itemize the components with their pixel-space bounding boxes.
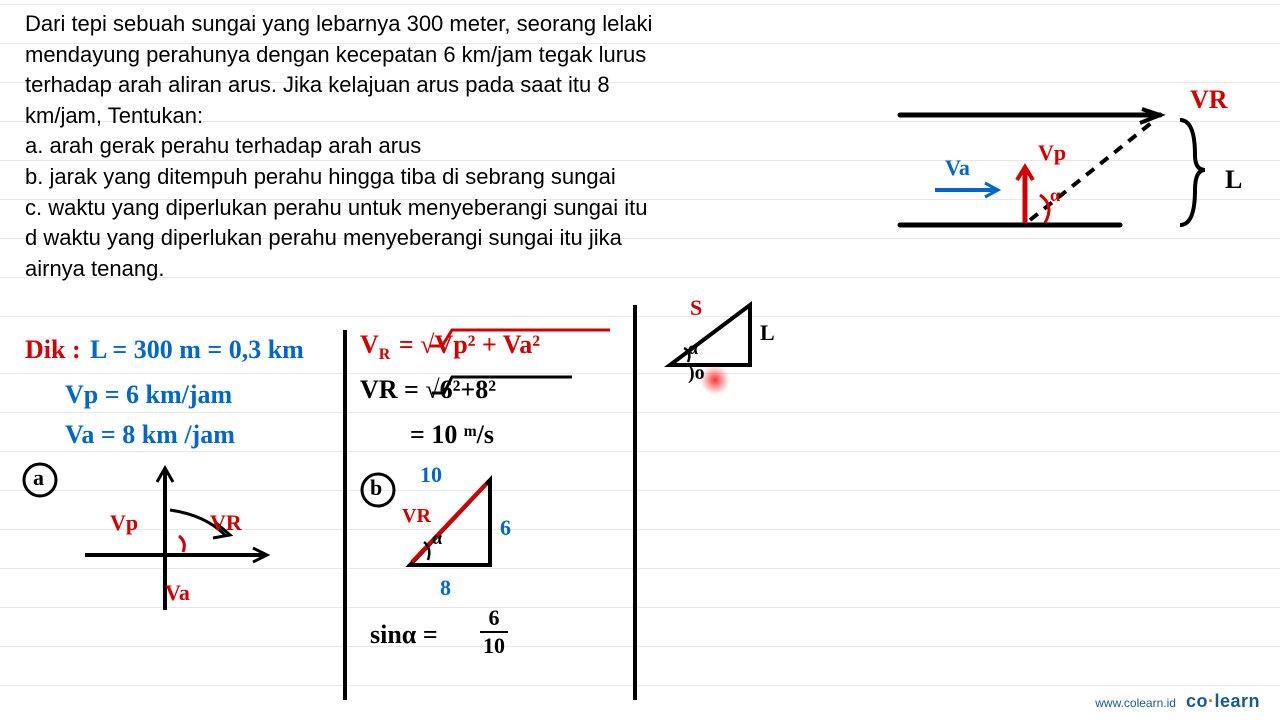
vr-label: VR [1190,85,1228,115]
alpha-label: α [1050,185,1060,206]
footer-brand: co·learn [1186,691,1260,711]
problem-statement: Dari tepi sebuah sungai yang lebarnya 30… [25,10,685,285]
divider-1 [340,330,350,700]
sin-alpha: sinα = [370,620,438,650]
problem-line: d waktu yang diperlukan perahu menyebera… [25,224,685,253]
brand-learn: learn [1214,691,1260,711]
footer: www.colearn.id co·learn [1095,691,1260,712]
sqrt-overline-1 [430,328,610,348]
vr-b-label: VR [402,505,431,528]
dik-vp: Vp = 6 km/jam [65,380,232,410]
footer-url: www.colearn.id [1095,696,1176,710]
va-axis-label: Va [165,580,190,606]
problem-line: mendayung perahunya dengan kecepatan 6 k… [25,41,685,70]
alpha-tri: α [688,338,698,359]
dik-L-text: L = 300 m = 0,3 km [90,335,304,364]
problem-line: a. arah gerak perahu terhadap arah arus [25,132,685,161]
vp-axis-label: Vp [110,510,138,536]
brand-co: co [1186,691,1208,711]
s-label: S [690,295,702,321]
vr-r: VR [360,330,390,359]
vr-result: = 10 ᵐ/s [410,420,494,450]
question-mark: )o [688,362,705,385]
frac-top: 6 [480,605,508,631]
river-diagram [880,95,1260,255]
circle-a-text: a [33,465,44,491]
frac-bot: 10 [480,633,508,659]
sqrt-overline-2 [432,375,572,395]
problem-line: b. jarak yang ditempuh perahu hingga tib… [25,163,685,192]
problem-line: c. waktu yang diperlukan perahu untuk me… [25,194,685,223]
divider-2 [630,305,640,700]
circle-b-text: b [370,475,382,501]
eight-label: 8 [440,575,451,601]
va-label: Va [945,155,970,181]
problem-line: terhadap arah aliran arus. Jika kelajuan… [25,71,685,100]
ten-label: 10 [420,462,442,488]
six-label: 6 [500,515,511,541]
problem-line: km/jam, Tentukan: [25,102,685,131]
problem-line: Dari tepi sebuah sungai yang lebarnya 30… [25,10,685,39]
alpha-b: α [432,528,442,549]
dik-L: L = 300 m = 0,3 km [90,335,304,365]
frac: 6 10 [480,605,508,659]
l-label: L [1225,165,1242,195]
problem-line: airnya tenang. [25,255,685,284]
dik-va: Va = 8 km /jam [65,420,235,450]
l-tri-label: L [760,320,775,346]
dik-label: Dik : [25,335,81,365]
vr-axis-label: VR [210,510,242,536]
vp-label: Vp [1038,140,1066,166]
